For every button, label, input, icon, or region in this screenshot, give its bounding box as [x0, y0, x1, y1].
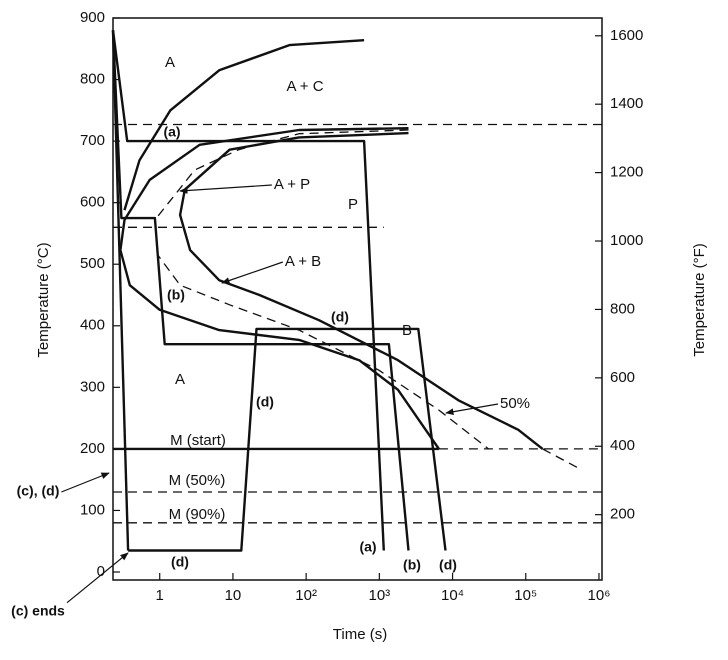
y-tick-label: 400 — [80, 317, 105, 334]
annotation-arrow — [221, 261, 284, 284]
y2-tick-label: 1600 — [610, 27, 643, 44]
annotation: (c) ends — [11, 603, 65, 619]
x-tick-label: 10² — [295, 587, 317, 604]
y-tick-label: 200 — [80, 440, 105, 457]
y-tick-label: 600 — [80, 194, 105, 211]
annotation-arrow — [66, 552, 129, 604]
annotation: (d) — [331, 309, 349, 325]
annotation: A + B — [285, 253, 321, 270]
annotation: M (50%) — [169, 472, 226, 489]
annotation: M (start) — [170, 432, 226, 449]
annotation: P — [348, 196, 358, 213]
y2-tick-label: 1400 — [610, 95, 643, 112]
x-tick-label: 10³ — [369, 587, 391, 604]
annotation: A — [165, 54, 175, 71]
curve — [111, 30, 385, 551]
annotation: A + P — [274, 176, 310, 193]
y2-tick-label: 200 — [610, 506, 635, 523]
annotation: (c), (d) — [17, 483, 60, 499]
curve — [111, 30, 410, 551]
curve — [119, 127, 440, 450]
annotation: A + C — [286, 78, 323, 95]
annotation: (a) — [163, 124, 180, 140]
y2-tick-label: 400 — [610, 437, 635, 454]
x-tick-label: 10⁵ — [514, 587, 537, 604]
annotation: (a) — [359, 539, 376, 555]
annotation: A — [175, 371, 185, 388]
curve — [123, 39, 365, 211]
annotation: (d) — [171, 554, 189, 570]
annotation: (b) — [403, 557, 421, 573]
x-tick-label: 10 — [225, 587, 242, 604]
y2-tick-label: 600 — [610, 369, 635, 386]
annotation: (d) — [439, 557, 457, 573]
annotation: (b) — [167, 287, 185, 303]
plot-frame — [112, 17, 603, 581]
x-tick-label: 10⁶ — [588, 587, 611, 604]
annotation-arrow — [445, 403, 499, 416]
y-axis-label: Temperature (°C) — [35, 242, 52, 357]
curve — [178, 131, 544, 450]
curve — [128, 327, 447, 552]
y2-tick-label: 800 — [610, 300, 635, 317]
annotation: 50% — [500, 395, 530, 412]
annotation: B — [402, 322, 412, 339]
annotation-arrow — [61, 472, 110, 493]
x-tick-label: 1 — [156, 587, 164, 604]
y-tick-label: 100 — [80, 501, 105, 518]
y-tick-label: 800 — [80, 71, 105, 88]
y-tick-label: 500 — [80, 255, 105, 272]
annotation-arrow — [179, 184, 272, 194]
y2-tick-label: 1200 — [610, 164, 643, 181]
annotation: (d) — [256, 394, 274, 410]
curve — [154, 129, 489, 450]
curve — [111, 30, 130, 551]
y-tick-label: 700 — [80, 132, 105, 149]
y2-tick-label: 1000 — [610, 232, 643, 249]
annotation: M (90%) — [169, 506, 226, 523]
y-tick-label: 300 — [80, 378, 105, 395]
x-axis-label: Time (s) — [333, 626, 387, 643]
curve — [542, 448, 579, 469]
y-tick-label: 900 — [80, 9, 105, 26]
y-tick-label: 0 — [97, 563, 105, 580]
x-tick-label: 10⁴ — [441, 587, 464, 604]
y2-axis-label: Temperature (°F) — [691, 243, 708, 357]
